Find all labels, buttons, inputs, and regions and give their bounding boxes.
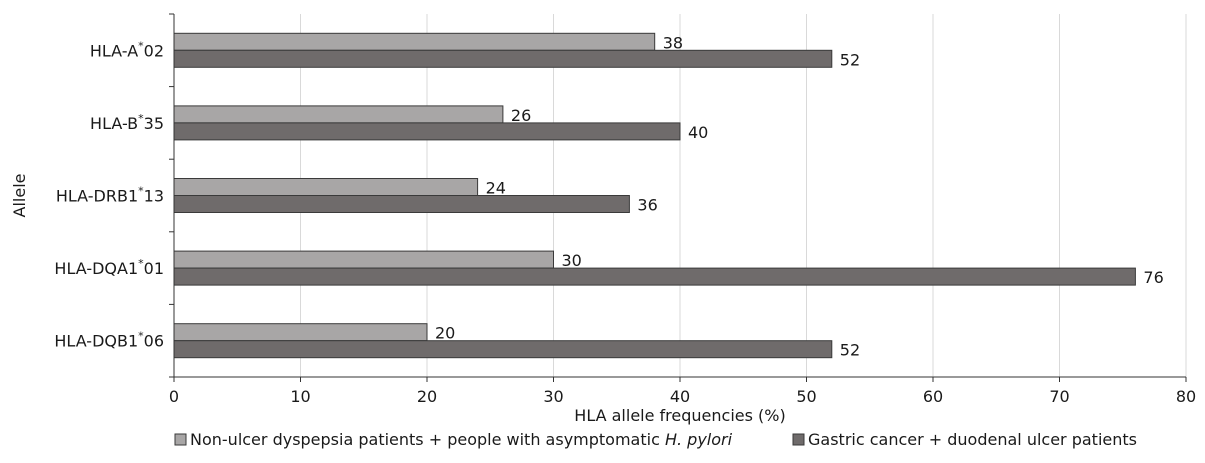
axes [169,13,1187,382]
labels: 0 10 20 30 40 50 60 70 80 HLA-A*02 38 52 HLA-B*35 26 4… [54,33,1196,406]
bar-series-1 [173,323,428,342]
x-tick-label: 80 [1176,387,1196,406]
x-tick-label: 10 [290,387,310,406]
x-tick-label: 70 [1049,387,1069,406]
x-tick-label: 0 [169,387,179,406]
x-tick-label: 50 [796,387,816,406]
x-tick-label: 40 [670,387,690,406]
data-label: 24 [486,179,506,198]
data-label: 38 [663,33,683,52]
bar-series-1 [173,250,554,269]
x-axis-title: HLA allele frequencies (%) [574,406,785,425]
x-tick-label: 30 [543,387,563,406]
bar-series-1 [173,105,504,124]
bars [173,32,1136,359]
y-tick-label: HLA-DQB1*06 [54,330,164,351]
data-label: 20 [435,324,455,343]
legend-label-series-1: Non-ulcer dyspepsia patients + people wi… [190,430,733,449]
legend-swatch-series-1 [174,433,187,446]
x-tick-label: 60 [923,387,943,406]
data-label: 36 [637,196,657,215]
y-tick-label: HLA-DRB1*13 [56,185,164,206]
legend: Non-ulcer dyspepsia patients + people wi… [174,430,1137,449]
bar-series-2 [173,195,630,213]
data-label: 30 [562,251,582,270]
y-tick-label: HLA-A*02 [90,39,164,60]
legend-label-series-2: Gastric cancer + duodenal ulcer patients [808,430,1137,449]
data-label: 52 [840,50,860,69]
y-tick-label: HLA-DQA1*01 [54,257,164,278]
x-tick-label: 20 [417,387,437,406]
y-axis-title: Allele [10,174,29,218]
bar-series-2 [173,267,1136,286]
data-label: 40 [688,123,708,142]
bar-series-2 [173,49,833,68]
data-label: 52 [840,341,860,360]
data-label: 26 [511,106,531,125]
bar-series-2 [173,122,681,141]
bar-series-1 [173,178,479,196]
bar-series-2 [173,340,833,359]
legend-swatch-series-2 [792,433,805,446]
data-label: 76 [1143,268,1163,287]
y-tick-label: HLA-B*35 [90,112,164,133]
bar-series-1 [173,32,656,51]
